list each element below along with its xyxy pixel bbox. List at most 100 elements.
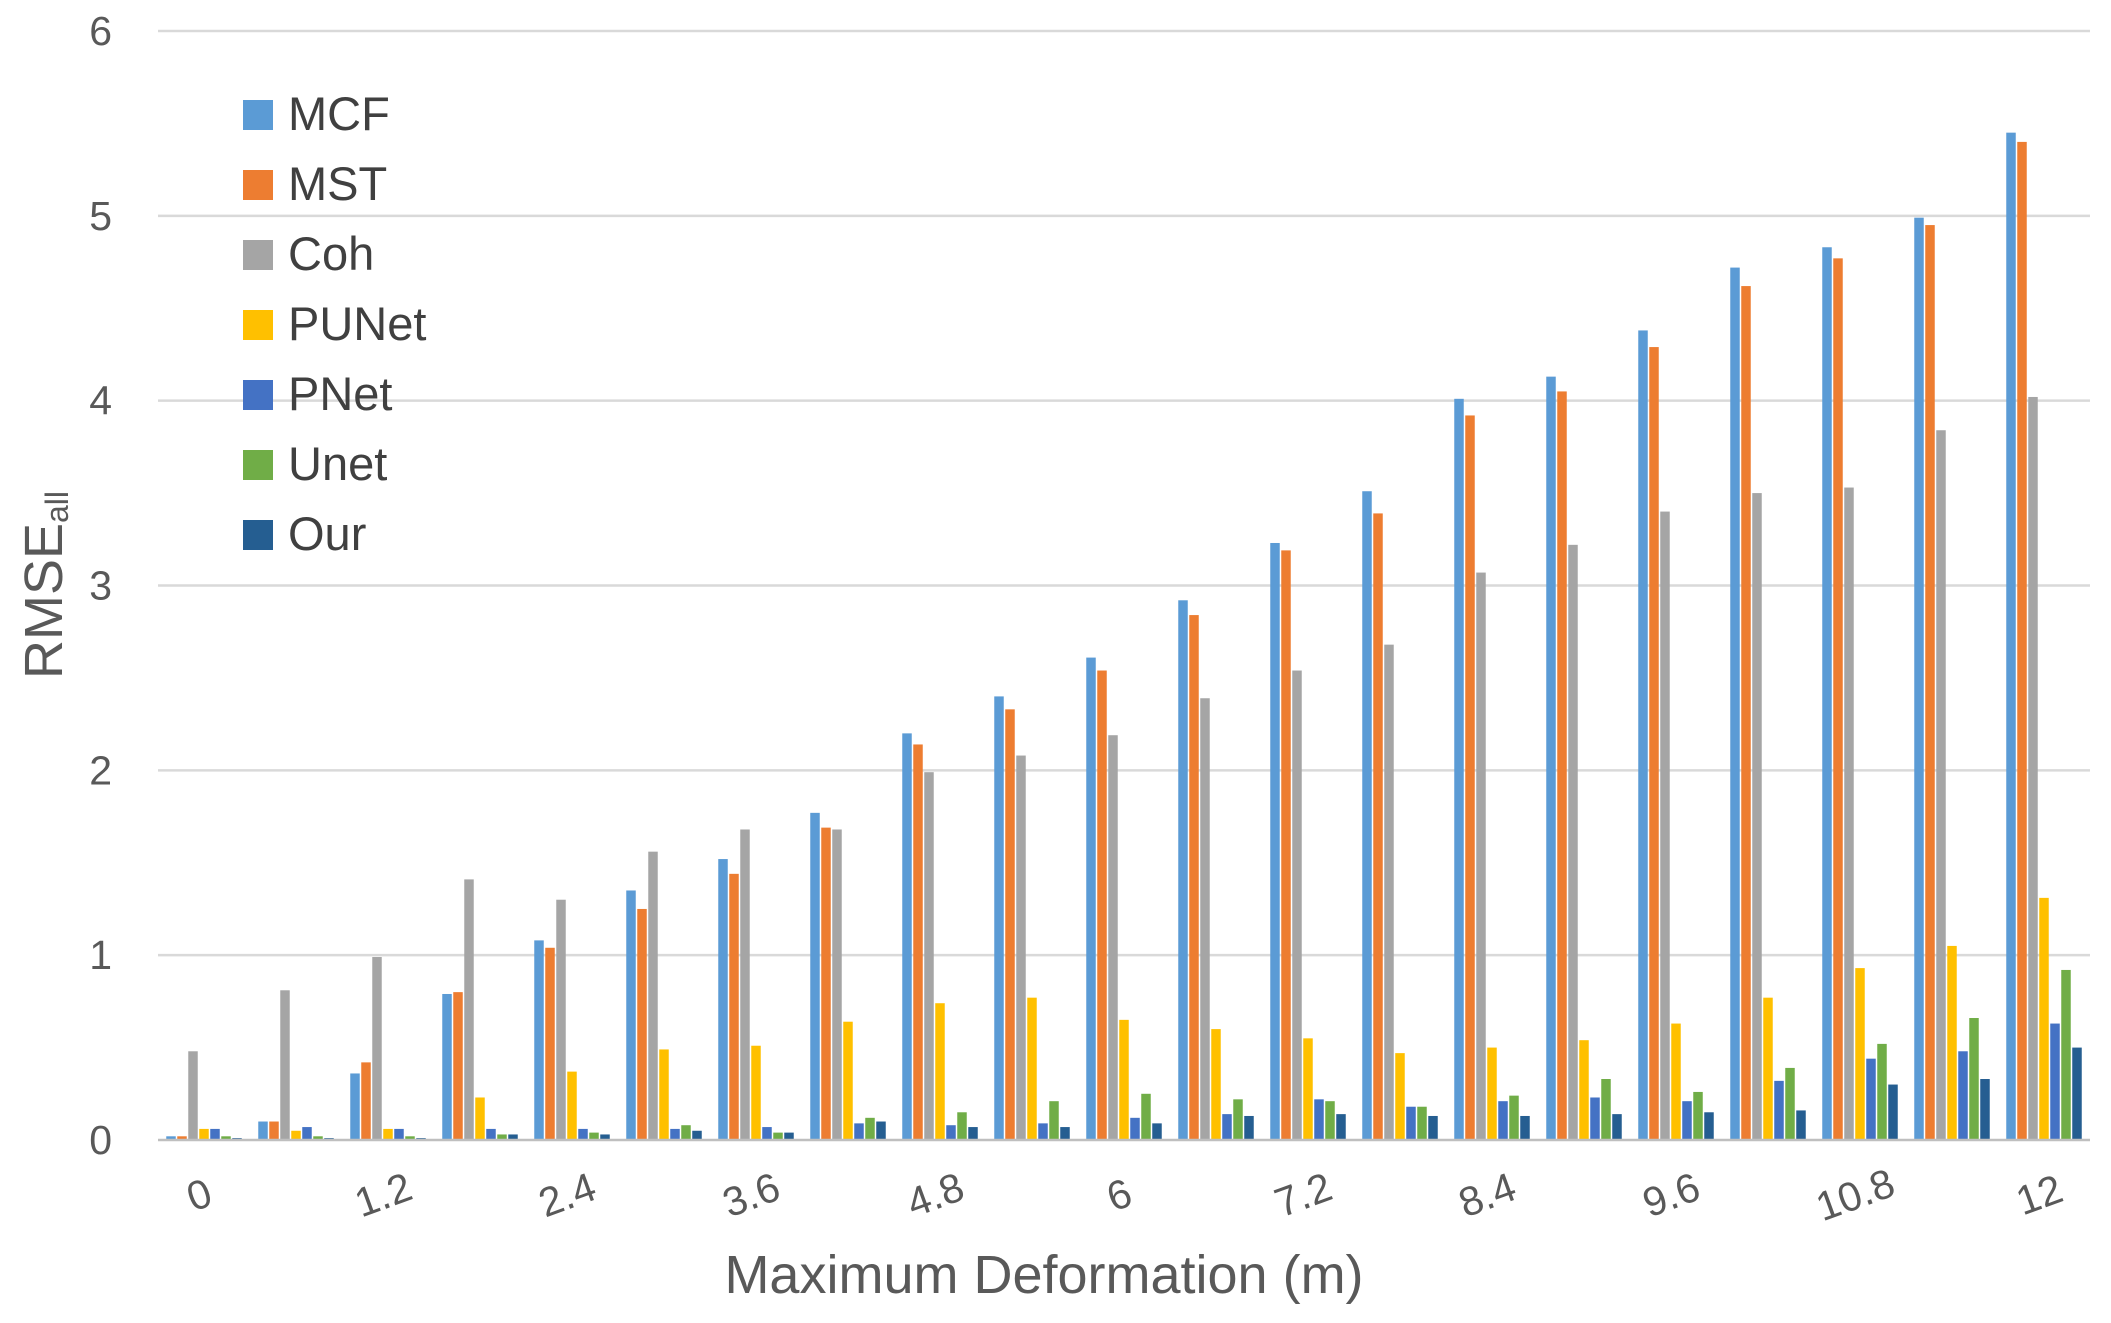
bar-our-9 <box>1060 1127 1070 1140</box>
bar-mcf-8 <box>902 733 912 1140</box>
x-tick-label: 8.4 <box>1453 1163 1522 1226</box>
bar-unet-8 <box>957 1112 967 1140</box>
bar-punet-16 <box>1671 1023 1681 1140</box>
bar-mst-1 <box>269 1121 279 1140</box>
y-axis-title-main: RMSE <box>14 523 74 679</box>
bar-coh-11 <box>1200 698 1210 1140</box>
bar-punet-20 <box>2039 897 2049 1140</box>
x-tick-label: 9.6 <box>1637 1163 1706 1226</box>
bar-coh-19 <box>1936 430 1946 1140</box>
bar-our-12 <box>1336 1114 1346 1140</box>
bar-mst-11 <box>1189 615 1199 1140</box>
legend-label-coh: Coh <box>288 227 374 280</box>
bar-unet-16 <box>1693 1091 1703 1140</box>
bar-punet-4 <box>567 1071 577 1140</box>
y-tick-label: 6 <box>89 8 112 54</box>
legend-swatch-unet <box>243 450 273 480</box>
bar-unet-5 <box>681 1125 691 1140</box>
bar-our-18 <box>1888 1084 1898 1140</box>
bar-mst-7 <box>821 827 831 1140</box>
bar-pnet-7 <box>854 1123 864 1140</box>
legend-swatch-coh <box>243 240 273 270</box>
bar-mcf-4 <box>534 940 544 1140</box>
bar-punet-10 <box>1119 1019 1129 1140</box>
bar-mst-13 <box>1373 513 1383 1140</box>
bar-punet-1 <box>291 1130 301 1140</box>
legend-label-our: Our <box>288 507 366 560</box>
bar-mcf-17 <box>1730 267 1740 1140</box>
bar-pnet-19 <box>1958 1051 1968 1140</box>
bar-pnet-1 <box>302 1127 312 1140</box>
bar-mst-10 <box>1097 670 1107 1140</box>
bar-punet-19 <box>1947 945 1957 1140</box>
bar-unet-6 <box>773 1132 783 1140</box>
bar-our-13 <box>1428 1115 1438 1140</box>
x-tick-label: 4.8 <box>901 1163 970 1226</box>
bar-coh-10 <box>1108 735 1118 1140</box>
bar-punet-14 <box>1487 1047 1497 1140</box>
bar-coh-1 <box>280 990 290 1140</box>
bar-pnet-10 <box>1130 1117 1140 1140</box>
legend-swatch-our <box>243 520 273 550</box>
bar-mst-17 <box>1741 286 1751 1140</box>
legend-label-unet: Unet <box>288 437 387 490</box>
legend-label-mst: MST <box>288 157 387 210</box>
bar-punet-8 <box>935 1003 945 1140</box>
bar-pnet-8 <box>946 1125 956 1140</box>
x-tick-label: 10.8 <box>1810 1160 1901 1231</box>
bar-pnet-4 <box>578 1128 588 1140</box>
bar-pnet-0 <box>210 1128 220 1140</box>
y-tick-label: 2 <box>89 747 112 793</box>
bar-unet-19 <box>1969 1018 1979 1140</box>
bar-mcf-2 <box>350 1073 360 1140</box>
legend-swatch-punet <box>243 310 273 340</box>
bar-mst-18 <box>1833 258 1843 1141</box>
bar-unet-2 <box>405 1136 415 1140</box>
bar-mst-19 <box>1925 225 1935 1140</box>
bar-pnet-9 <box>1038 1123 1048 1140</box>
bar-coh-7 <box>832 829 842 1140</box>
y-tick-label: 0 <box>89 1117 112 1163</box>
bar-punet-0 <box>199 1128 209 1140</box>
bar-coh-12 <box>1292 670 1302 1140</box>
bar-unet-12 <box>1325 1101 1335 1140</box>
x-tick-label: 0 <box>181 1169 218 1220</box>
gridlines <box>158 29 2090 957</box>
bar-pnet-14 <box>1498 1101 1508 1140</box>
bar-mst-0 <box>177 1136 187 1140</box>
bar-mcf-11 <box>1178 600 1188 1140</box>
bar-mcf-5 <box>626 890 636 1140</box>
bar-mst-15 <box>1557 391 1567 1140</box>
bar-unet-14 <box>1509 1095 1519 1140</box>
bar-unet-7 <box>865 1117 875 1140</box>
bar-coh-20 <box>2028 396 2038 1141</box>
bar-mst-8 <box>913 744 923 1140</box>
bar-mst-6 <box>729 873 739 1140</box>
bar-coh-5 <box>648 851 658 1140</box>
bar-pnet-16 <box>1682 1101 1692 1140</box>
bar-our-19 <box>1980 1079 1990 1140</box>
bar-our-8 <box>968 1127 978 1140</box>
legend-swatch-pnet <box>243 380 273 410</box>
legend-label-punet: PUNet <box>288 297 426 350</box>
bar-unet-0 <box>221 1136 231 1140</box>
bar-punet-3 <box>475 1097 485 1140</box>
bar-pnet-13 <box>1406 1106 1416 1140</box>
bar-mcf-10 <box>1086 657 1096 1140</box>
bar-mst-14 <box>1465 415 1475 1140</box>
bar-our-11 <box>1244 1115 1254 1140</box>
bar-our-10 <box>1152 1123 1162 1140</box>
bar-coh-6 <box>740 829 750 1140</box>
bar-mst-12 <box>1281 550 1291 1140</box>
legend-label-pnet: PNet <box>288 367 393 420</box>
bar-punet-15 <box>1579 1040 1589 1140</box>
bar-pnet-20 <box>2050 1023 2060 1140</box>
bar-our-14 <box>1520 1115 1530 1140</box>
legend: MCF MST Coh PUNet PNet Unet Our <box>243 87 426 560</box>
x-tick-label: 7.2 <box>1269 1163 1338 1226</box>
y-axis-title-subscript: all <box>39 491 75 523</box>
bar-pnet-15 <box>1590 1097 1600 1140</box>
bar-our-15 <box>1612 1114 1622 1140</box>
